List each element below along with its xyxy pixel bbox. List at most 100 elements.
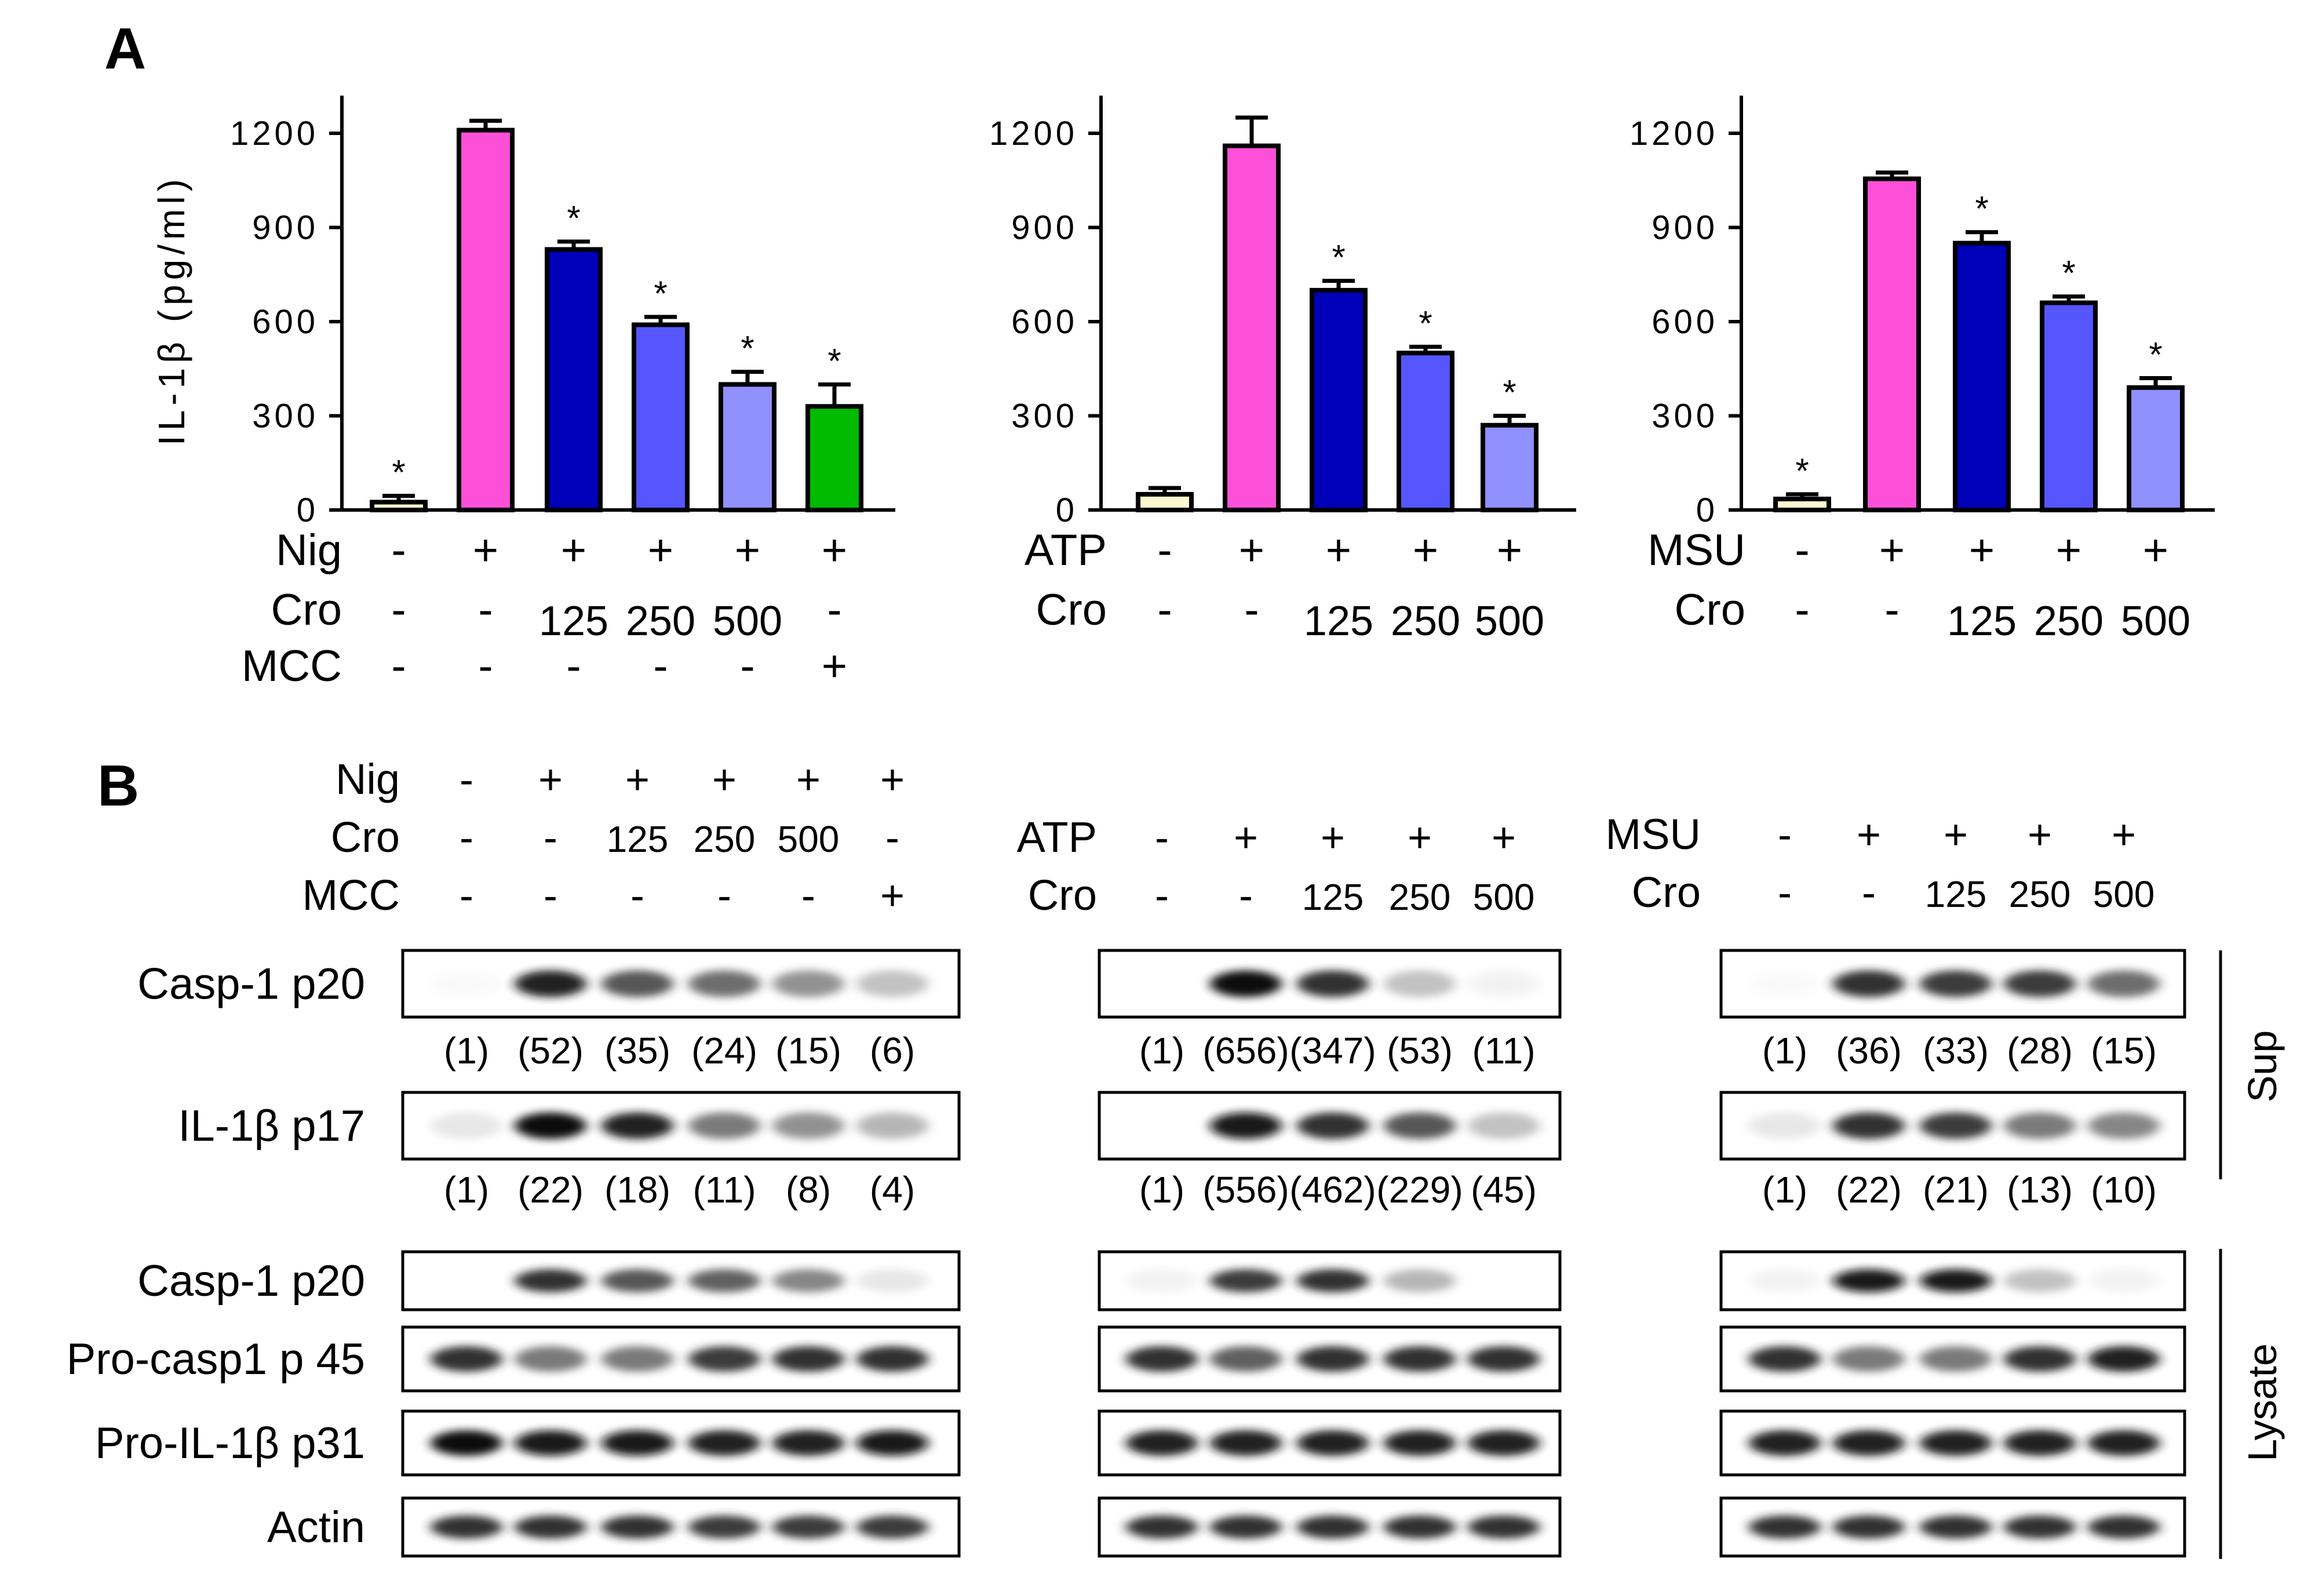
bar bbox=[1953, 241, 2011, 512]
blot-band bbox=[856, 1515, 928, 1539]
bar bbox=[457, 127, 515, 513]
significance-asterisk: * bbox=[1503, 373, 1516, 412]
blot-band bbox=[1297, 970, 1369, 997]
blot-band bbox=[1468, 1515, 1540, 1539]
blot-treatment-value: + bbox=[2112, 812, 2136, 858]
blot-row: Actin bbox=[267, 1496, 961, 1558]
blot-row-label: IL-1β p17 bbox=[178, 1102, 365, 1151]
blot-treatment-value: - bbox=[544, 873, 557, 919]
significance-asterisk: * bbox=[1332, 238, 1345, 277]
band-quantification: (13) bbox=[2007, 1169, 2073, 1211]
blot-treatment-value: + bbox=[1408, 815, 1432, 861]
band-quantification: (1) bbox=[444, 1169, 489, 1211]
blot-band bbox=[431, 970, 502, 997]
blot-band bbox=[2004, 1346, 2076, 1372]
band-quantification: (28) bbox=[2007, 1030, 2073, 1072]
significance-asterisk: * bbox=[1419, 304, 1432, 342]
blot-band bbox=[1833, 1430, 1905, 1456]
band-quantification: (10) bbox=[2091, 1169, 2157, 1211]
significance-asterisk: * bbox=[827, 341, 841, 380]
blot-band bbox=[1749, 1515, 1821, 1539]
band-quantification: (1) bbox=[1762, 1169, 1807, 1211]
blot-row: Casp-1 p20 (1) (52) (35) (24) (15) (6) bbox=[137, 949, 961, 1072]
blot-band bbox=[1920, 1112, 1992, 1139]
blot-band bbox=[2004, 1430, 2076, 1456]
blot-treatment-value: + bbox=[712, 757, 737, 803]
bar bbox=[632, 322, 690, 513]
treatment-row-label: MCC bbox=[242, 642, 342, 691]
treatment-value: 125 bbox=[1947, 598, 2017, 644]
bar bbox=[1773, 497, 1831, 513]
blot-band bbox=[515, 1346, 586, 1372]
western-blots: Nig - + + + + + Cro - - 125 250 500 - MCC - - - - - + Casp-1 … bbox=[67, 755, 2186, 1558]
blot-band bbox=[1297, 1515, 1369, 1539]
blot-treatment-value: 125 bbox=[1302, 876, 1364, 918]
treatment-value: - bbox=[566, 642, 581, 691]
blot-band bbox=[1468, 970, 1540, 997]
blot-row-label: Casp-1 p20 bbox=[137, 960, 365, 1009]
blot-band bbox=[1126, 1269, 1198, 1292]
treatment-value: 500 bbox=[713, 598, 782, 644]
bar bbox=[1397, 351, 1454, 513]
blot-frame bbox=[1719, 949, 2186, 1019]
blot-treatment-value: 250 bbox=[2009, 873, 2071, 915]
blot-band bbox=[688, 1515, 760, 1539]
blot-band bbox=[1920, 1269, 1992, 1292]
blot-treatment-value: + bbox=[880, 873, 905, 919]
treatment-value: + bbox=[473, 526, 498, 575]
blot-band bbox=[688, 1346, 760, 1372]
blot-band bbox=[1749, 1269, 1821, 1292]
bar bbox=[1136, 491, 1194, 513]
blot-treatment-value: - bbox=[801, 873, 815, 919]
blot-treatment-label: ATP bbox=[1017, 813, 1097, 861]
blot-band bbox=[1749, 970, 1821, 997]
blot-band bbox=[1833, 1269, 1905, 1292]
blot-band bbox=[1384, 1515, 1456, 1539]
blot-frame bbox=[1719, 1409, 2186, 1477]
blot-band bbox=[431, 1346, 502, 1372]
blot-treatment-label: MCC bbox=[302, 871, 400, 919]
blot-band bbox=[1297, 1269, 1369, 1292]
significance-asterisk: * bbox=[392, 453, 405, 492]
blot-treatment-value: - bbox=[460, 815, 473, 861]
blot-band bbox=[772, 970, 844, 997]
treatment-value: - bbox=[1157, 585, 1172, 635]
band-quantification: (1) bbox=[1139, 1030, 1184, 1072]
blot-band bbox=[1210, 1430, 1282, 1456]
treatment-value: + bbox=[1879, 526, 1905, 575]
y-tick-label: 300 bbox=[1652, 398, 1718, 435]
blot-band bbox=[856, 1346, 928, 1372]
blot-row: IL-1β p17 (1) (22) (18) (11) (8) (4) bbox=[178, 1091, 961, 1211]
blot-frame bbox=[1098, 1091, 1562, 1161]
blot-frame bbox=[401, 1250, 961, 1311]
blot-band bbox=[601, 1346, 673, 1372]
blot-band bbox=[2088, 1515, 2160, 1539]
blot-band bbox=[772, 1515, 844, 1539]
blot-band bbox=[515, 1112, 586, 1139]
blot-band bbox=[1920, 970, 1992, 997]
blot-band bbox=[688, 1112, 760, 1139]
blot-band bbox=[515, 1515, 586, 1539]
blot-treatment-value: + bbox=[2028, 812, 2052, 858]
blot-band bbox=[1126, 1430, 1198, 1456]
blot-band bbox=[1749, 1112, 1821, 1139]
treatment-value: + bbox=[648, 526, 673, 575]
blot-band bbox=[688, 1269, 760, 1292]
blot-treatment-value: - bbox=[885, 815, 899, 861]
y-axis-label: IL-1β (pg/ml) bbox=[151, 174, 192, 446]
blot-band bbox=[431, 1112, 502, 1139]
panel-b-letter: B bbox=[97, 753, 139, 818]
band-quantification: (8) bbox=[786, 1169, 831, 1211]
y-tick-label: 1200 bbox=[230, 115, 319, 152]
blot-row-label: Actin bbox=[267, 1503, 365, 1552]
blot-band bbox=[1297, 1430, 1369, 1456]
blot-row: (1) (656) (347) (53) (11) bbox=[1098, 949, 1562, 1072]
y-tick-label: 1200 bbox=[989, 115, 1078, 152]
y-tick-label: 900 bbox=[252, 209, 319, 247]
band-quantification: (52) bbox=[517, 1030, 584, 1072]
blot-row bbox=[1098, 1409, 1562, 1477]
blot-frame bbox=[401, 1091, 961, 1161]
